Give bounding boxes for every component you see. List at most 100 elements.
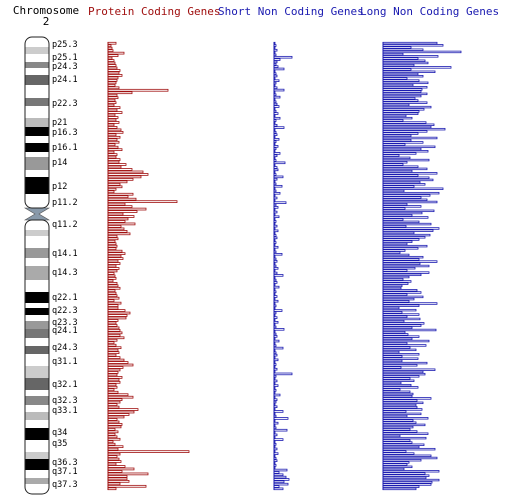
band-label: q36.3 xyxy=(52,458,78,468)
density-bar xyxy=(107,88,169,92)
density-bar xyxy=(382,421,417,424)
density-bar xyxy=(107,158,121,161)
density-bar xyxy=(273,358,279,362)
ideogram-band-stripe xyxy=(25,136,49,143)
density-bar xyxy=(382,286,402,290)
density-bar xyxy=(273,105,280,108)
density-bar xyxy=(273,100,277,104)
short-non-coding-header[interactable]: Short Non Coding Genes xyxy=(218,5,364,18)
density-bar xyxy=(107,165,122,169)
density-bar xyxy=(382,97,416,100)
density-bar xyxy=(107,272,115,275)
density-bar xyxy=(382,150,429,153)
density-bar xyxy=(273,424,276,427)
density-bar xyxy=(273,468,288,472)
density-bar xyxy=(382,370,424,374)
density-bar xyxy=(273,485,280,488)
density-bar xyxy=(273,290,277,294)
density-bar xyxy=(382,207,406,210)
density-bar xyxy=(107,81,117,85)
density-bar xyxy=(273,182,277,186)
density-bar xyxy=(382,220,420,224)
density-bar xyxy=(382,110,420,113)
density-bar xyxy=(107,437,121,441)
density-bar xyxy=(273,344,277,348)
density-bar xyxy=(107,101,117,104)
density-bar xyxy=(382,134,412,137)
density-bar xyxy=(382,346,411,349)
density-bar xyxy=(382,293,408,296)
density-bar xyxy=(107,79,118,82)
density-bar xyxy=(382,247,419,250)
density-bar xyxy=(107,326,120,330)
density-bar xyxy=(107,160,120,164)
density-bar xyxy=(273,440,276,444)
density-bar xyxy=(382,302,438,305)
density-bar xyxy=(107,98,116,102)
density-bar xyxy=(273,119,277,122)
density-bar xyxy=(107,262,121,265)
density-bar xyxy=(382,145,436,149)
density-bar xyxy=(273,419,276,423)
density-bar xyxy=(382,267,416,270)
density-bar xyxy=(382,86,428,89)
density-bar xyxy=(107,61,116,65)
density-bar xyxy=(382,72,419,76)
density-bar xyxy=(382,214,413,217)
density-bar xyxy=(382,161,408,164)
density-bar xyxy=(382,205,422,208)
density-bar xyxy=(382,48,424,51)
density-bar xyxy=(273,313,276,317)
density-bar xyxy=(273,154,278,158)
density-bar xyxy=(107,195,129,199)
density-bar xyxy=(107,247,117,251)
density-bar xyxy=(382,251,401,254)
density-bar xyxy=(107,267,120,270)
density-bar xyxy=(107,351,120,354)
density-bar xyxy=(382,461,410,464)
density-bar xyxy=(107,450,190,453)
density-bar xyxy=(107,329,121,332)
density-bar xyxy=(273,478,290,481)
density-bar xyxy=(273,473,284,477)
density-bar xyxy=(273,321,279,324)
density-bar xyxy=(107,123,115,127)
density-bar xyxy=(273,450,276,453)
density-bar xyxy=(107,66,118,70)
protein-coding-header[interactable]: Protein Coding Genes xyxy=(88,5,221,18)
density-bar xyxy=(107,348,119,352)
chromosome-label: Chromosome xyxy=(12,4,80,17)
density-bar xyxy=(273,131,277,134)
density-bar xyxy=(107,187,117,191)
density-bar xyxy=(382,386,419,389)
density-bar xyxy=(273,58,281,61)
density-bar xyxy=(382,456,438,460)
density-bar xyxy=(107,432,116,436)
density-bar xyxy=(107,249,123,253)
density-bar xyxy=(273,396,276,399)
density-bar xyxy=(382,326,413,329)
density-bar xyxy=(273,459,278,462)
density-bar xyxy=(107,138,118,142)
density-bar xyxy=(107,168,133,171)
density-bar xyxy=(107,230,128,233)
density-bar xyxy=(273,128,276,132)
ideogram-band-stripe xyxy=(25,194,49,208)
density-bar xyxy=(273,241,277,244)
density-bar xyxy=(107,405,120,409)
density-bar xyxy=(273,206,279,209)
density-bar xyxy=(107,210,138,213)
density-bar xyxy=(107,358,125,362)
density-bar xyxy=(382,403,417,407)
density-bar xyxy=(273,377,276,380)
density-bar xyxy=(273,391,276,394)
density-bar xyxy=(382,408,423,411)
density-bar xyxy=(107,56,113,60)
density-bar xyxy=(382,465,413,469)
density-bar xyxy=(107,385,118,389)
density-bar xyxy=(382,383,412,387)
density-bar xyxy=(382,423,426,427)
density-bar xyxy=(107,353,117,357)
long-non-coding-header[interactable]: Long Non Coding Genes xyxy=(360,5,500,18)
